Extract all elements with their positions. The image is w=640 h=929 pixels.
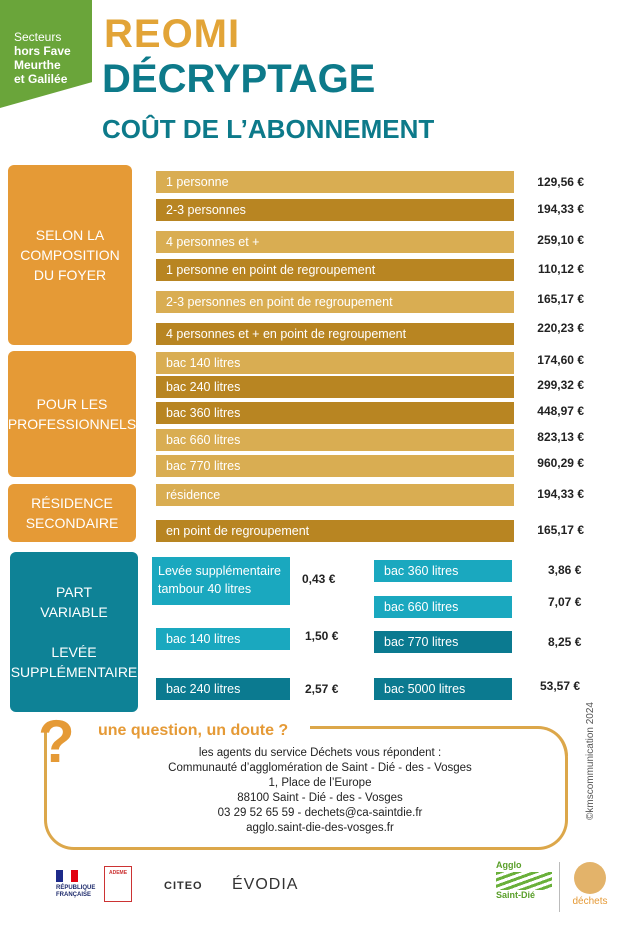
agglo-saint-die-logo: Agglo Saint-Dié bbox=[496, 860, 552, 910]
french-flag-icon bbox=[56, 870, 78, 882]
contact-line: 1, Place de l’Europe bbox=[268, 777, 372, 789]
rate-price: 299,32 € bbox=[537, 378, 584, 392]
rate-price: 110,12 € bbox=[537, 262, 584, 276]
credit-text: ©kmscommunication 2024 bbox=[585, 702, 596, 820]
variable-bar: bac 240 litres bbox=[156, 678, 290, 700]
category-res-line-2: SECONDAIRE bbox=[25, 515, 119, 531]
rate-bar: bac 660 litres bbox=[156, 429, 514, 451]
rate-bar: 2-3 personnes en point de regroupement bbox=[156, 291, 514, 313]
variable-price: 1,50 € bbox=[305, 629, 339, 643]
contact-line: Communauté d’agglomération de Saint - Di… bbox=[168, 762, 472, 774]
variable-bar: bac 140 litres bbox=[156, 628, 290, 650]
question-title: une question, un doute ? bbox=[98, 722, 289, 739]
rf-line-1: RÉPUBLIQUE bbox=[56, 885, 96, 891]
agglo-logo-text: Agglo bbox=[496, 860, 522, 870]
rf-line-2: FRANÇAISE bbox=[56, 892, 92, 898]
sector-line-4: et Galilée bbox=[14, 72, 68, 86]
citeo-logo: CITEO bbox=[164, 880, 203, 892]
rate-bar: 1 personne en point de regroupement bbox=[156, 259, 514, 281]
question-mark-icon: ? bbox=[38, 708, 75, 775]
sector-line-1: Secteurs bbox=[14, 30, 62, 44]
dechets-logo-text: déchets bbox=[572, 896, 608, 907]
category-foyer-line-1: SELON LA bbox=[35, 227, 105, 243]
rate-bar: en point de regroupement bbox=[156, 520, 514, 542]
variable-bar: bac 5000 litres bbox=[374, 678, 512, 700]
rate-price: 129,56 € bbox=[537, 175, 584, 189]
category-res-line-1: RÉSIDENCE bbox=[31, 495, 113, 511]
category-pro-line-2: PROFESSIONNELS bbox=[7, 416, 137, 432]
ademe-logo: ADEME bbox=[104, 866, 132, 902]
rate-bar: bac 770 litres bbox=[156, 455, 514, 477]
title-decryptage: DÉCRYPTAGE bbox=[102, 57, 376, 101]
category-var-line-4: SUPPLÉMENTAIRE bbox=[10, 664, 138, 680]
variable-tambour-line-2: tambour 40 litres bbox=[158, 582, 252, 596]
contact-info: les agents du service Déchets vous répon… bbox=[110, 746, 530, 836]
agglo-logo-name: Saint-Dié bbox=[496, 890, 536, 900]
variable-tambour-line-1: Levée supplémentaire bbox=[158, 564, 281, 578]
rate-bar: 2-3 personnes bbox=[156, 199, 514, 221]
question-frame bbox=[44, 728, 568, 850]
rate-bar: bac 360 litres bbox=[156, 402, 514, 424]
category-var-line-3: LEVÉE bbox=[51, 644, 97, 660]
rate-bar: résidence bbox=[156, 484, 514, 506]
sector-line-2: hors Fave bbox=[14, 44, 71, 58]
rate-price: 165,17 € bbox=[537, 292, 584, 306]
sector-line-3: Meurthe bbox=[14, 58, 61, 72]
evodia-logo: ÉVODIA bbox=[232, 876, 299, 893]
dechets-drop-icon bbox=[574, 862, 606, 894]
category-professionnels: POUR LES PROFESSIONNELS bbox=[8, 351, 136, 477]
sector-flag: Secteurs hors Fave Meurthe et Galilée bbox=[0, 0, 92, 108]
rate-bar: 1 personne bbox=[156, 171, 514, 193]
variable-price: 3,86 € bbox=[548, 563, 582, 577]
variable-bar: bac 770 litres bbox=[374, 631, 512, 653]
variable-price: 8,25 € bbox=[548, 635, 582, 649]
category-var-line-1: PART bbox=[55, 584, 93, 600]
rate-price: 448,97 € bbox=[537, 404, 584, 418]
category-foyer-line-3: DU FOYER bbox=[33, 267, 107, 283]
variable-price: 53,57 € bbox=[540, 679, 581, 693]
dechets-logo: déchets bbox=[566, 862, 614, 907]
rate-price: 220,23 € bbox=[537, 321, 584, 335]
title-cout-abonnement: COÛT DE L’ABONNEMENT bbox=[102, 114, 435, 144]
variable-bar: bac 360 litres bbox=[374, 560, 512, 582]
variable-bar-tambour: Levée supplémentaire tambour 40 litres bbox=[152, 557, 290, 605]
rate-bar: 4 personnes et + en point de regroupemen… bbox=[156, 323, 514, 345]
variable-price: 2,57 € bbox=[305, 682, 339, 696]
rate-price: 259,10 € bbox=[537, 233, 584, 247]
rate-price: 194,33 € bbox=[537, 487, 584, 501]
logo-divider bbox=[559, 862, 560, 912]
contact-line: 03 29 52 65 59 - dechets@ca-saintdie.fr bbox=[217, 807, 423, 819]
rate-price: 823,13 € bbox=[537, 430, 584, 444]
rate-price: 174,60 € bbox=[537, 353, 584, 367]
variable-price: 0,43 € bbox=[302, 572, 336, 586]
category-foyer: SELON LA COMPOSITION DU FOYER bbox=[8, 165, 132, 345]
contact-line: agglo.saint-die-des-vosges.fr bbox=[246, 822, 394, 834]
rate-bar: bac 140 litres bbox=[156, 352, 514, 374]
category-pro-line-1: POUR LES bbox=[36, 396, 108, 412]
category-foyer-line-2: COMPOSITION bbox=[20, 247, 120, 263]
category-var-line-2: VARIABLE bbox=[40, 604, 108, 620]
category-part-variable: PART VARIABLE LEVÉE SUPPLÉMENTAIRE bbox=[10, 552, 138, 712]
variable-bar: bac 660 litres bbox=[374, 596, 512, 618]
variable-price: 7,07 € bbox=[548, 595, 582, 609]
rate-price: 194,33 € bbox=[537, 202, 584, 216]
republique-francaise-logo: RÉPUBLIQUE FRANÇAISE bbox=[56, 870, 96, 899]
rate-price: 960,29 € bbox=[537, 456, 584, 470]
title-reomi: REOMI bbox=[104, 12, 241, 56]
category-residence: RÉSIDENCE SECONDAIRE bbox=[8, 484, 136, 542]
contact-line: les agents du service Déchets vous répon… bbox=[198, 747, 442, 759]
agglo-waves-icon bbox=[496, 872, 552, 890]
rate-bar: 4 personnes et + bbox=[156, 231, 514, 253]
rate-price: 165,17 € bbox=[537, 523, 584, 537]
contact-line: 88100 Saint - Dié - des - Vosges bbox=[237, 792, 403, 804]
rate-bar: bac 240 litres bbox=[156, 376, 514, 398]
